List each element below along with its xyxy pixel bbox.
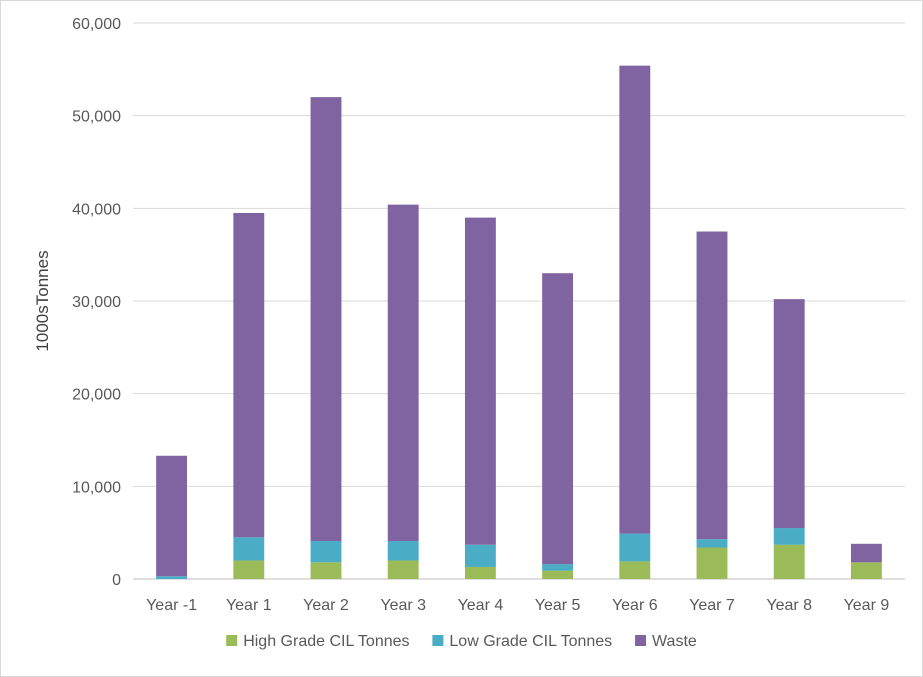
bar-segment-waste-year-5 [542,273,574,565]
x-tick-label: Year 6 [612,597,658,614]
y-tick-label: 30,000 [72,294,121,311]
bar-segment-waste-year-1 [233,212,265,538]
legend-item: Waste [635,633,697,650]
y-tick-label: 60,000 [72,16,121,33]
bar-segment-low-grade-cil-tonnes-year-3 [387,541,419,561]
y-axis-tick-labels: 0 10,000 20,000 30,000 40,000 50,000 60,000 [72,16,121,589]
x-tick-label: Year 4 [458,597,504,614]
bar-segment-waste-year-2 [310,97,342,542]
legend-swatch [635,635,647,646]
y-axis-title: 1000sTonnes [33,250,52,351]
x-tick-label: Year 5 [535,597,581,614]
x-tick-label: Year -1 [146,597,197,614]
y-tick-label: 10,000 [72,479,121,496]
x-tick-label: Year 8 [766,597,812,614]
bar-segment-high-grade-cil-tonnes-year-6 [619,561,651,579]
legend-label: Low Grade CIL Tonnes [449,633,612,650]
bar-segment-high-grade-cil-tonnes-year-4 [464,566,496,579]
x-tick-label: Year 9 [844,597,890,614]
x-tick-label: Year 7 [689,597,735,614]
bar-segment-low-grade-cil-tonnes-year-2 [310,541,342,563]
bar-segment-low-grade-cil-tonnes-year-1 [156,576,188,579]
bar-segment-waste-year-8 [773,299,805,529]
bar-segment-low-grade-cil-tonnes-year-5 [542,564,574,571]
bar-segment-low-grade-cil-tonnes-year-7 [696,539,728,548]
legend-item: Low Grade CIL Tonnes [432,633,612,650]
bar-segment-waste-year-1 [156,455,188,577]
bar-segment-waste-year-4 [464,217,496,545]
bar-segment-low-grade-cil-tonnes-year-4 [464,544,496,567]
x-tick-label: Year 2 [303,597,349,614]
bar-segment-waste-year-3 [387,204,419,542]
legend: High Grade CIL Tonnes Low Grade CIL Tonne… [226,633,697,650]
x-axis-tick-labels: Year -1 Year 1 Year 2 Year 3 Year 4 Year 5 Yea… [146,597,889,614]
y-tick-label: 0 [112,572,121,589]
bar-segment-high-grade-cil-tonnes-year-5 [542,570,574,579]
bar-segment-low-grade-cil-tonnes-year-8 [773,528,805,545]
bar-segment-waste-year-7 [696,231,728,540]
x-tick-label: Year 3 [380,597,426,614]
bar-segment-waste-year-9 [850,543,882,563]
bar-segment-waste-year-6 [619,65,651,534]
bar-segment-low-grade-cil-tonnes-year-1 [233,537,265,561]
bar-segment-high-grade-cil-tonnes-year-1 [233,560,265,579]
legend-item: High Grade CIL Tonnes [226,633,410,650]
bar-segment-high-grade-cil-tonnes-year-7 [696,547,728,579]
y-tick-label: 40,000 [72,201,121,218]
x-tick-label: Year 1 [226,597,272,614]
legend-swatch [432,635,444,646]
bar-segment-high-grade-cil-tonnes-year-3 [387,560,419,579]
y-tick-label: 20,000 [72,387,121,404]
legend-label: High Grade CIL Tonnes [243,633,409,650]
bar-segment-high-grade-cil-tonnes-year-2 [310,562,342,579]
y-tick-label: 50,000 [72,109,121,126]
bar-segment-low-grade-cil-tonnes-year-6 [619,533,651,562]
bars [156,65,882,579]
bar-segment-high-grade-cil-tonnes-year-9 [850,562,882,579]
legend-swatch [226,635,238,646]
bar-segment-high-grade-cil-tonnes-year-8 [773,544,805,579]
legend-label: Waste [652,633,697,650]
